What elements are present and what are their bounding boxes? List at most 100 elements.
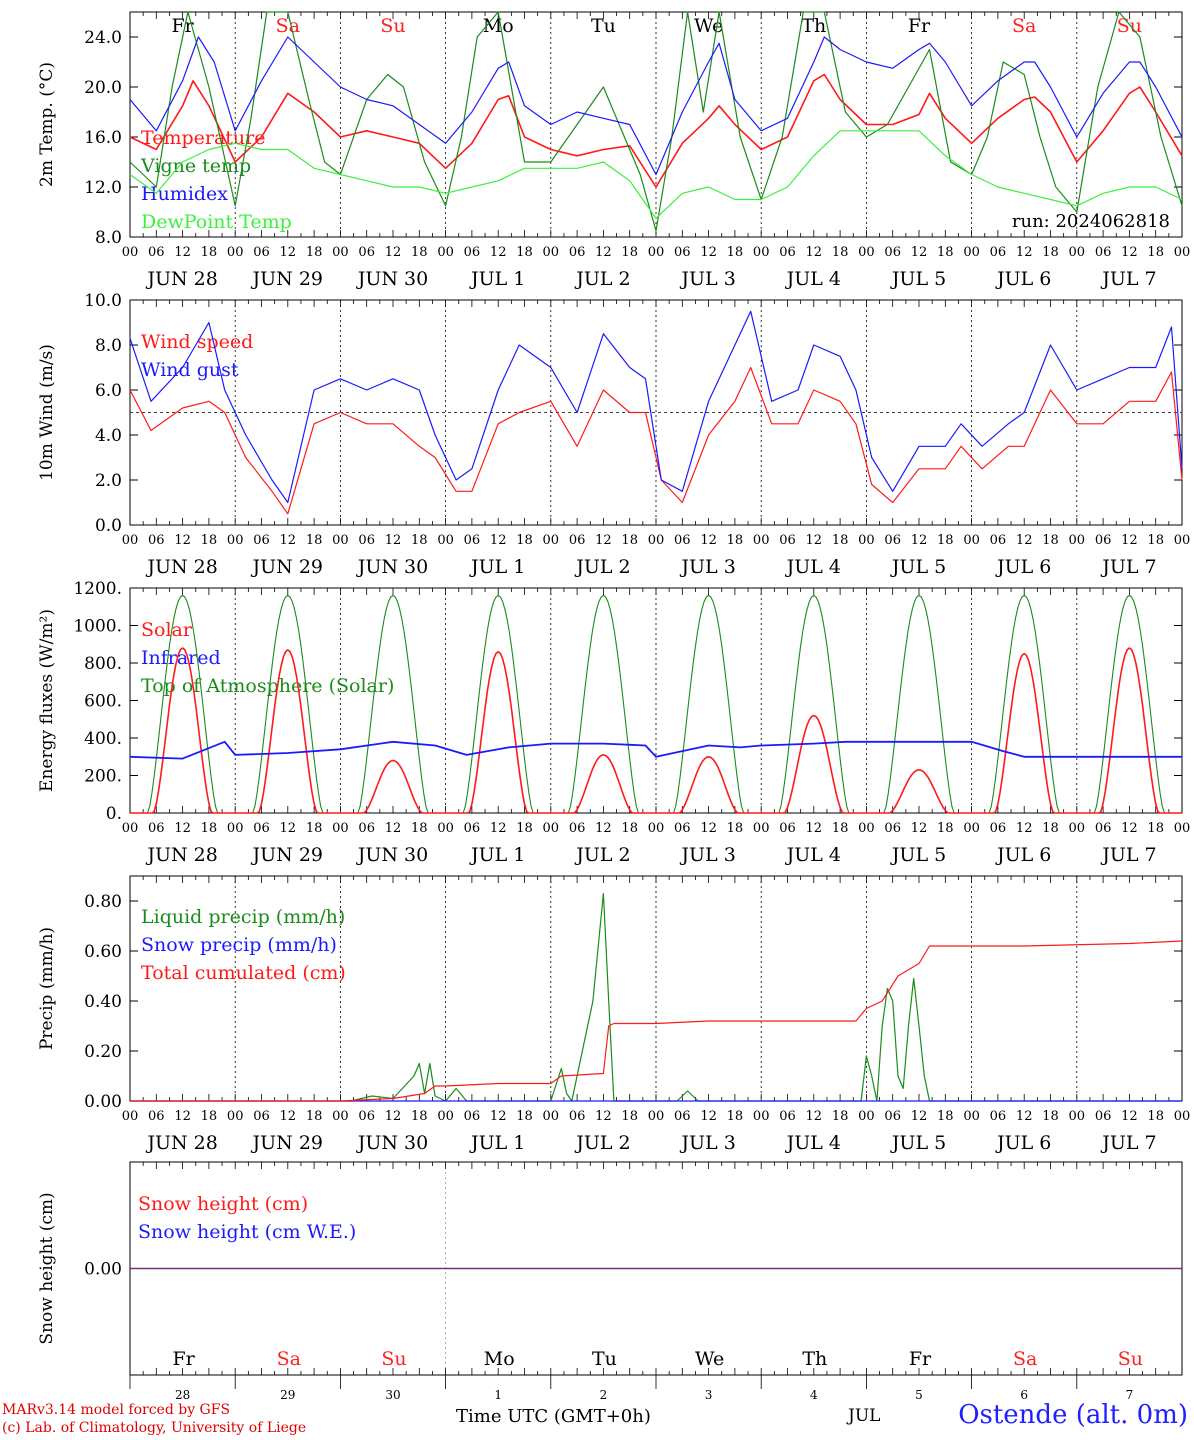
day-number: 4 [810, 1388, 818, 1400]
credit-model: MARv3.14 model forced by GFS [2, 1402, 231, 1418]
day-number: 6 [1020, 1388, 1028, 1400]
hour-tick-label: 00 [332, 821, 349, 836]
hour-tick-label: 18 [832, 245, 849, 260]
y-tick-label: 400. [84, 729, 122, 749]
hour-tick-label: 06 [569, 533, 586, 548]
hour-tick-label: 12 [911, 245, 928, 260]
hour-tick-label: 18 [306, 533, 323, 548]
hour-tick-label: 12 [385, 821, 402, 836]
hour-tick-label: 00 [753, 533, 770, 548]
time-axis-label: Time UTC (GMT+0h) [456, 1406, 651, 1427]
hour-tick-label: 00 [1069, 1109, 1086, 1124]
y-tick-label: 16.0 [84, 128, 122, 148]
hour-tick-label: 12 [1121, 533, 1138, 548]
hour-tick-label: 12 [1016, 821, 1033, 836]
hour-tick-label: 06 [884, 245, 901, 260]
hour-tick-label: 18 [937, 245, 954, 260]
hour-tick-label: 00 [1174, 821, 1191, 836]
date-label: JUL 7 [1100, 268, 1156, 290]
hour-tick-label: 12 [700, 245, 717, 260]
legend-entry: Top of Atmosphere (Solar) [141, 675, 394, 697]
hour-tick-label: 06 [779, 821, 796, 836]
hour-tick-label: 06 [358, 1109, 375, 1124]
hour-tick-label: 00 [1069, 245, 1086, 260]
date-label: JUL 3 [679, 556, 735, 578]
hour-tick-label: 18 [727, 245, 744, 260]
date-label: JUL 5 [890, 268, 946, 290]
hour-tick-label: 00 [332, 1109, 349, 1124]
weekday-label: Sa [1012, 15, 1036, 37]
hour-tick-label: 18 [832, 1109, 849, 1124]
hour-tick-label: 00 [963, 245, 980, 260]
hour-tick-label: 12 [595, 533, 612, 548]
hour-tick-label: 00 [648, 245, 665, 260]
day-number: 29 [280, 1388, 295, 1400]
hour-tick-label: 12 [174, 245, 191, 260]
date-label: JUL 7 [1100, 844, 1156, 866]
hour-tick-label: 00 [437, 245, 454, 260]
hour-tick-label: 12 [911, 1109, 928, 1124]
y-tick-label: 0. [106, 804, 122, 824]
hour-tick-label: 06 [358, 245, 375, 260]
hour-tick-label: 12 [174, 1109, 191, 1124]
hour-tick-label: 06 [884, 1109, 901, 1124]
day-number: 3 [705, 1388, 713, 1400]
date-label: JUL 2 [574, 556, 630, 578]
series-line [129, 36, 1183, 176]
hour-tick-label: 12 [490, 245, 507, 260]
date-label: JUL 6 [995, 844, 1051, 866]
hour-tick-label: 06 [464, 245, 481, 260]
series-line [129, 73, 1183, 188]
date-label: JUN 29 [251, 556, 323, 578]
hour-tick-label: 12 [490, 533, 507, 548]
date-label: JUN 30 [356, 1132, 428, 1154]
y-tick-label: 600. [84, 692, 122, 712]
hour-tick-label: 00 [122, 533, 139, 548]
weekday-label-bottom: Fr [909, 1348, 932, 1370]
date-label: JUL 6 [995, 556, 1051, 578]
hour-tick-label: 18 [516, 1109, 533, 1124]
weekday-label-bottom: Sa [1013, 1348, 1037, 1370]
hour-tick-label: 18 [516, 821, 533, 836]
hour-tick-label: 06 [1095, 533, 1112, 548]
hour-tick-label: 06 [253, 245, 270, 260]
hour-tick-label: 00 [437, 533, 454, 548]
series-line-solar [130, 647, 1182, 814]
hour-tick-label: 18 [411, 533, 428, 548]
weekday-label: We [694, 15, 723, 37]
date-label: JUL 3 [679, 268, 735, 290]
date-label: JUL 5 [890, 1132, 946, 1154]
hour-tick-label: 06 [674, 245, 691, 260]
hour-tick-label: 12 [806, 245, 823, 260]
series-line-infrared [129, 740, 1182, 760]
y-axis-label: Precip (mm/h) [37, 927, 57, 1050]
hour-tick-label: 06 [358, 821, 375, 836]
hour-tick-label: 00 [648, 1109, 665, 1124]
hour-tick-label: 00 [963, 821, 980, 836]
y-axis-label: Energy fluxes (W/m²) [37, 609, 57, 792]
weekday-label-bottom: Sa [277, 1348, 301, 1370]
hour-tick-label: 18 [1147, 245, 1164, 260]
date-label: JUL 4 [785, 556, 841, 578]
y-tick-label: 200. [84, 767, 122, 787]
hour-tick-label: 06 [464, 1109, 481, 1124]
y-tick-label: 12.0 [84, 178, 122, 198]
date-label: JUL 3 [679, 844, 735, 866]
date-label: JUN 30 [356, 268, 428, 290]
meteogram-chart: 8.012.016.020.024.02m Temp. (°C)00 06 12 18… [37, 11, 1191, 1400]
date-label: JUL 7 [1100, 556, 1156, 578]
y-tick-label: 24.0 [84, 28, 122, 48]
legend-entry: Snow precip (mm/h) [141, 934, 337, 956]
y-tick-label: 1200. [73, 579, 122, 599]
weekday-label-bottom: Tu [592, 1348, 617, 1370]
y-tick-label: 0.0 [95, 516, 122, 536]
hour-tick-label: 06 [884, 821, 901, 836]
hour-tick-label: 12 [911, 821, 928, 836]
hour-tick-label: 18 [1042, 1109, 1059, 1124]
hour-tick-label: 18 [306, 821, 323, 836]
hour-tick-label: 12 [911, 533, 928, 548]
date-label: JUL 4 [785, 844, 841, 866]
hour-tick-label: 06 [253, 1109, 270, 1124]
hour-tick-label: 00 [227, 533, 244, 548]
hour-tick-label: 12 [385, 1109, 402, 1124]
